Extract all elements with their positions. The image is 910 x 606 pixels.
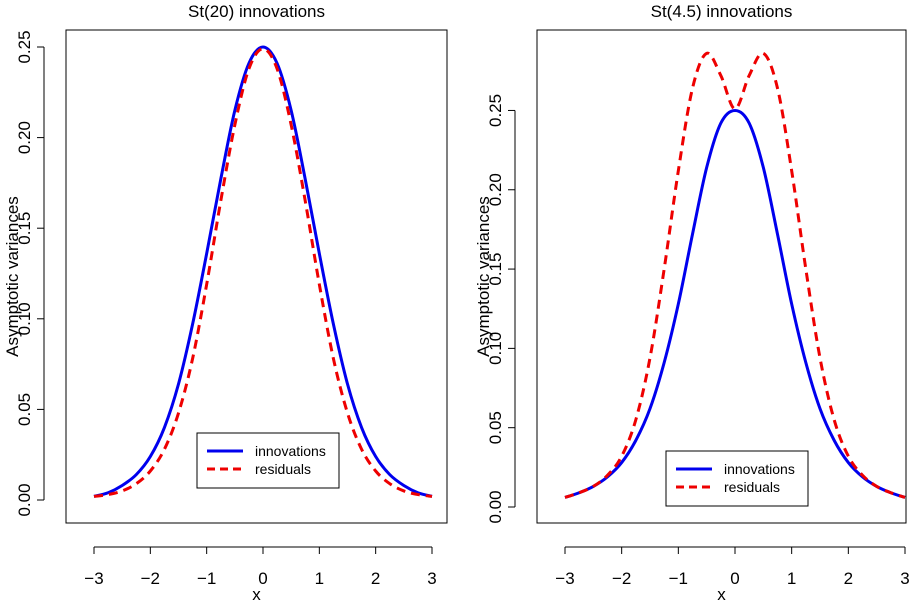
x-tick-label: 2 bbox=[844, 569, 853, 588]
y-axis-label: Asymptotic variances bbox=[474, 196, 493, 357]
chart-panel-1: St(20) innovations −3 −2 −1 0 1 2 3 x 0.00 0.05 0.1… bbox=[3, 2, 448, 604]
y-tick-label: 0.20 bbox=[15, 121, 34, 154]
x-tick-label: −1 bbox=[197, 569, 216, 588]
y-tick-label: 0.15 bbox=[15, 212, 34, 245]
y-tick-label: 0.10 bbox=[486, 332, 505, 365]
legend-label-innovations: innovations bbox=[255, 443, 326, 459]
y-axis-label: Asymptotic variances bbox=[3, 196, 22, 357]
legend-box bbox=[665, 450, 809, 507]
series-line-innovations bbox=[564, 108, 906, 499]
plot-frame bbox=[536, 29, 907, 524]
x-tick-label: 1 bbox=[315, 569, 324, 588]
y-tick-label: 0.15 bbox=[486, 253, 505, 286]
legend-label-residuals: residuals bbox=[724, 479, 780, 495]
y-tick-label: 0.20 bbox=[486, 173, 505, 206]
chart-title: St(4.5) innovations bbox=[651, 2, 793, 21]
y-tick-label: 0.10 bbox=[15, 302, 34, 335]
x-axis-label: x bbox=[252, 585, 261, 604]
plot-frame bbox=[65, 29, 448, 524]
y-tick-label: 0.05 bbox=[486, 411, 505, 444]
y-tick-label: 0.25 bbox=[15, 30, 34, 63]
x-tick-label: 3 bbox=[900, 569, 909, 588]
series-line-residuals bbox=[93, 47, 433, 498]
x-tick-label: −1 bbox=[669, 569, 688, 588]
x-tick-label: −3 bbox=[84, 569, 103, 588]
chart-panel-2: St(4.5) innovations −3 −2 −1 0 1 2 3 x 0.00 0.05 0.… bbox=[474, 2, 910, 604]
legend-box bbox=[196, 432, 340, 489]
x-tick-label: −2 bbox=[612, 569, 631, 588]
series-line-residuals bbox=[564, 51, 906, 499]
x-tick-label: 1 bbox=[787, 569, 796, 588]
chart-title: St(20) innovations bbox=[188, 2, 325, 21]
legend-label-innovations: innovations bbox=[724, 461, 795, 477]
y-tick-label: 0.00 bbox=[15, 483, 34, 516]
legend-label-residuals: residuals bbox=[255, 461, 311, 477]
y-tick-label: 0.05 bbox=[15, 393, 34, 426]
x-axis-label: x bbox=[717, 585, 726, 604]
x-tick-label: 3 bbox=[427, 569, 436, 588]
x-tick-label: 0 bbox=[258, 569, 267, 588]
x-tick-label: 0 bbox=[730, 569, 739, 588]
x-tick-label: 2 bbox=[371, 569, 380, 588]
x-tick-label: −2 bbox=[141, 569, 160, 588]
y-tick-label: 0.00 bbox=[486, 490, 505, 523]
series-line-innovations bbox=[93, 45, 433, 498]
x-tick-label: −3 bbox=[555, 569, 574, 588]
y-tick-label: 0.25 bbox=[486, 94, 505, 127]
